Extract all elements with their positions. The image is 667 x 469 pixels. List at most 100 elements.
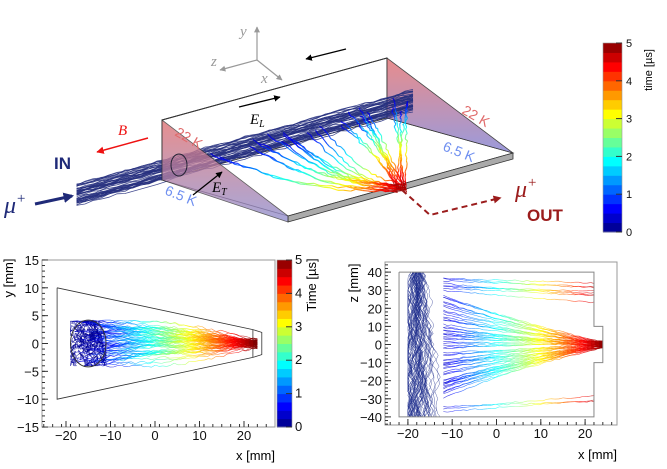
trajectory-segment xyxy=(149,361,154,365)
xy-colorbar-label: Time [µs] xyxy=(304,258,319,311)
trajectory-segment xyxy=(364,145,367,148)
trajectory-segment xyxy=(237,341,242,344)
trajectory-segment xyxy=(228,337,233,340)
xy-y-label: y [mm] xyxy=(1,259,16,298)
trajectory-segment xyxy=(287,147,295,154)
trajectory-segment xyxy=(397,164,400,168)
trajectory-segment xyxy=(252,340,258,343)
trajectory-segment xyxy=(404,173,407,178)
trajectory-segment xyxy=(188,351,194,353)
trajectory-segment xyxy=(341,121,346,124)
left-gradient-wall xyxy=(161,119,289,223)
trajectory-segment xyxy=(388,175,392,179)
trajectory-segment xyxy=(328,145,334,150)
trajectory-segment xyxy=(207,331,212,333)
trajectory-segment xyxy=(324,151,329,154)
trajectory-segment xyxy=(171,336,177,340)
trajectory-segment xyxy=(398,141,401,144)
trajectory-segment xyxy=(324,163,329,167)
trajectory-segment xyxy=(381,141,385,144)
trajectory-segment xyxy=(220,332,225,336)
trajectory-segment xyxy=(338,162,343,166)
trajectory-segment xyxy=(88,326,92,332)
trajectory-segment xyxy=(499,370,504,373)
trajectory-segment xyxy=(77,344,83,349)
trajectory-segment xyxy=(351,157,354,162)
trajectory-segment xyxy=(191,353,196,355)
trajectory-segment xyxy=(70,329,76,332)
trajectory-segment xyxy=(91,324,96,328)
trajectory-segment xyxy=(88,364,93,366)
trajectory-segment xyxy=(147,366,152,368)
trajectory-segment xyxy=(345,176,349,179)
trajectory-segment xyxy=(398,179,402,183)
trajectory-segment xyxy=(153,330,158,332)
trajectory-segment xyxy=(129,328,134,330)
trajectory-segment xyxy=(292,180,300,185)
colorbar-band xyxy=(277,418,292,428)
trajectory-segment xyxy=(229,342,234,345)
trajectory-segment xyxy=(190,329,195,333)
trajectory-segment xyxy=(183,345,188,347)
trajectory-segment xyxy=(144,343,149,347)
trajectory-segment xyxy=(399,150,402,155)
trajectory-segment xyxy=(451,286,456,288)
trajectory-segment xyxy=(101,325,106,327)
y-tick-label: 5 xyxy=(32,309,39,324)
trajectory-segment xyxy=(395,179,399,183)
trajectory-segment xyxy=(91,321,96,325)
colorbar-tick-label: 5 xyxy=(626,38,632,50)
trajectory-segment xyxy=(100,321,105,325)
trajectory-segment xyxy=(359,142,362,145)
trajectory-segment xyxy=(80,360,85,362)
trajectory-segment xyxy=(70,360,73,364)
trajectory-segment xyxy=(351,185,357,188)
colorbar-band xyxy=(277,301,292,311)
trajectory-segment xyxy=(253,347,258,350)
b-field-label: B xyxy=(118,123,127,139)
trajectory-segment xyxy=(349,174,353,177)
trajectory-segment xyxy=(334,175,338,180)
trajectory-segment xyxy=(371,120,375,124)
trajectory-segment xyxy=(312,184,318,187)
trajectory-segment xyxy=(182,352,187,354)
trajectory-segment xyxy=(244,342,249,345)
trajectory-segment xyxy=(188,355,193,358)
trajectory-segment xyxy=(153,324,158,327)
trajectory-segment xyxy=(151,364,156,368)
trajectory-segment xyxy=(219,346,225,349)
trajectory-segment xyxy=(366,143,370,148)
trajectory-segment xyxy=(377,181,382,184)
trajectory-segment xyxy=(163,337,168,340)
e-trans-arrow xyxy=(192,171,223,196)
trajectory-segment xyxy=(219,335,224,338)
trajectory-segment xyxy=(324,172,329,177)
stopping-trajectory xyxy=(411,271,427,417)
trajectory-segment xyxy=(71,359,74,362)
trajectory-segment xyxy=(196,327,202,331)
trajectory-segment xyxy=(394,128,397,132)
beam-trajectory xyxy=(76,91,414,187)
trajectory-segment xyxy=(94,350,100,354)
trajectory-segment xyxy=(296,161,301,165)
trajectory-segment xyxy=(140,343,145,346)
trajectory-segment xyxy=(80,351,86,354)
trajectory-segment xyxy=(97,321,100,324)
trajectory-segment xyxy=(371,129,374,134)
trajectory-segment xyxy=(248,340,253,343)
trajectory-segment xyxy=(137,329,143,332)
trajectory-segment xyxy=(107,352,112,354)
trajectory-segment xyxy=(75,321,78,325)
trajectory-segment xyxy=(85,336,89,342)
trajectory-segment xyxy=(152,350,157,353)
beam-trajectory xyxy=(76,95,414,191)
trajectory-segment xyxy=(126,326,132,329)
trajectory-segment xyxy=(351,133,354,136)
trajectory-segment xyxy=(346,168,352,172)
colorbar-border xyxy=(602,42,623,233)
trajectory-segment xyxy=(240,348,246,351)
trajectory-segment xyxy=(268,173,274,178)
trajectory-segment xyxy=(171,340,176,342)
trajectory-segment xyxy=(79,330,83,336)
